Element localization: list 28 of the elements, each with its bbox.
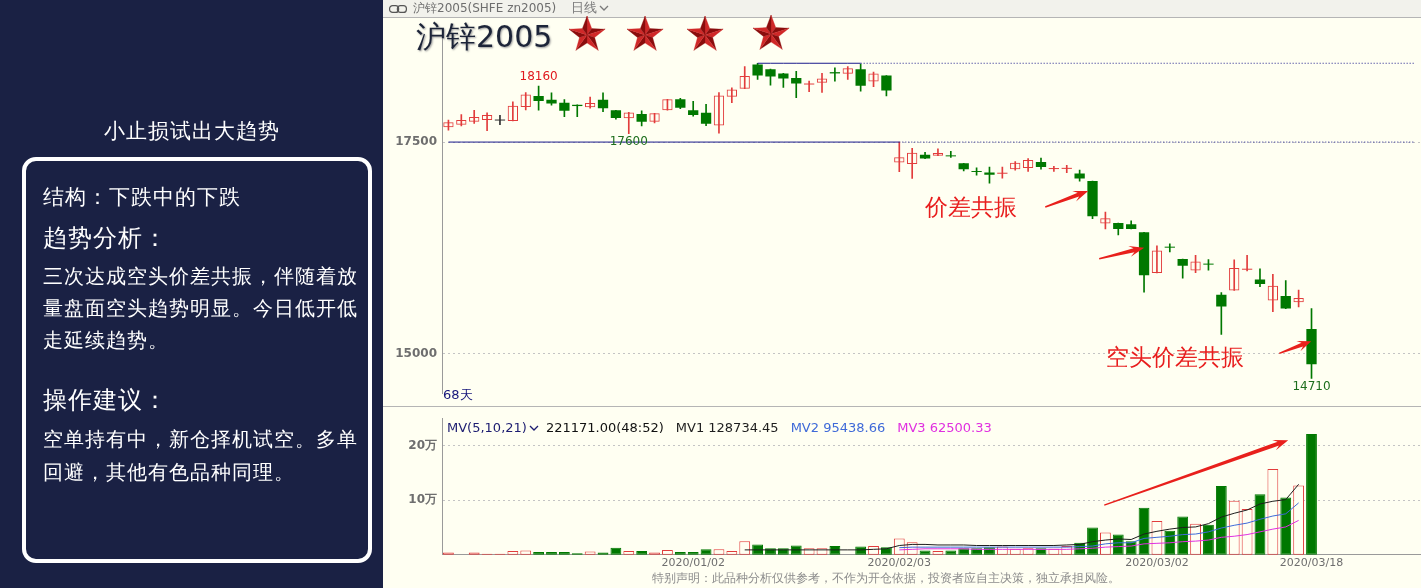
y-tick-label: 17500 xyxy=(395,134,437,149)
chart-title: 沪锌2005 xyxy=(416,19,553,55)
text: 三次达成空头价差共振，伴随着放量盘面空头趋势明显。今日低开低走延续趋势。 xyxy=(43,263,359,354)
annotation: 18160 xyxy=(519,69,558,84)
text: 特别声明：此品种分析仅供参考，不作为开仓依据，投资者应自主决策，独立承担风险。 xyxy=(652,571,1120,586)
chart-subtitle: 沪锌2005(SHFE zn2005) xyxy=(413,1,557,16)
y-tick-label: 15000 xyxy=(395,346,437,361)
text: 结构：下跌中的下跌 xyxy=(43,184,242,211)
legend-title: MV(5,10,21) xyxy=(447,420,527,436)
x-tick-label: 2020/01/02 xyxy=(661,556,725,570)
annotation: 价差共振 xyxy=(925,194,1017,221)
text: 小止损试出大趋势 xyxy=(102,119,281,144)
x-tick-label: 2020/03/02 xyxy=(1125,556,1189,570)
text: 趋势分析： xyxy=(43,223,169,254)
y-tick-label: 20万 xyxy=(408,437,437,452)
x-tick-label: 2020/03/18 xyxy=(1279,556,1344,570)
text: MV3 62500.33 xyxy=(897,420,992,436)
annotation: 68天 xyxy=(443,387,473,403)
annotation: 14710 xyxy=(1292,378,1331,393)
text: 空单持有中，新仓择机试空。多单回避，其他有色品种同理。 xyxy=(43,426,359,486)
annotation: 221171.00(48:52) xyxy=(545,420,664,436)
y-tick-label: 10万 xyxy=(408,492,437,507)
text: 日线 xyxy=(571,0,597,16)
text: MV2 95438.66 xyxy=(790,420,886,436)
text: 操作建议： xyxy=(43,385,169,416)
annotation: 空头价差共振 xyxy=(1106,344,1244,371)
x-tick-label: 2020/02/03 xyxy=(867,556,931,570)
text: MV1 128734.45 xyxy=(675,420,779,436)
